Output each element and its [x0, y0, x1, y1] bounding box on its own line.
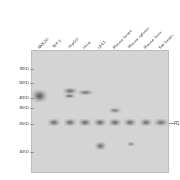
Text: 70KD: 70KD — [18, 67, 29, 71]
Text: Rat brain: Rat brain — [159, 33, 175, 50]
Text: HepG2: HepG2 — [68, 37, 80, 50]
Text: SW620: SW620 — [37, 36, 50, 50]
Text: Mouse spleen: Mouse spleen — [128, 27, 151, 50]
Text: 25KD: 25KD — [18, 122, 29, 126]
Text: 40KD: 40KD — [19, 96, 29, 100]
Text: PGLS: PGLS — [174, 121, 180, 126]
Bar — [31, 50, 168, 172]
Text: THP-1: THP-1 — [52, 38, 64, 50]
Text: 55KD: 55KD — [18, 81, 29, 85]
Text: 15KD: 15KD — [19, 150, 29, 154]
Text: Mouse heart: Mouse heart — [113, 29, 134, 50]
Text: Mouse liver: Mouse liver — [144, 30, 163, 50]
Text: U251: U251 — [98, 39, 108, 50]
Text: HeLa: HeLa — [83, 39, 93, 50]
Text: 35KD: 35KD — [18, 105, 29, 109]
